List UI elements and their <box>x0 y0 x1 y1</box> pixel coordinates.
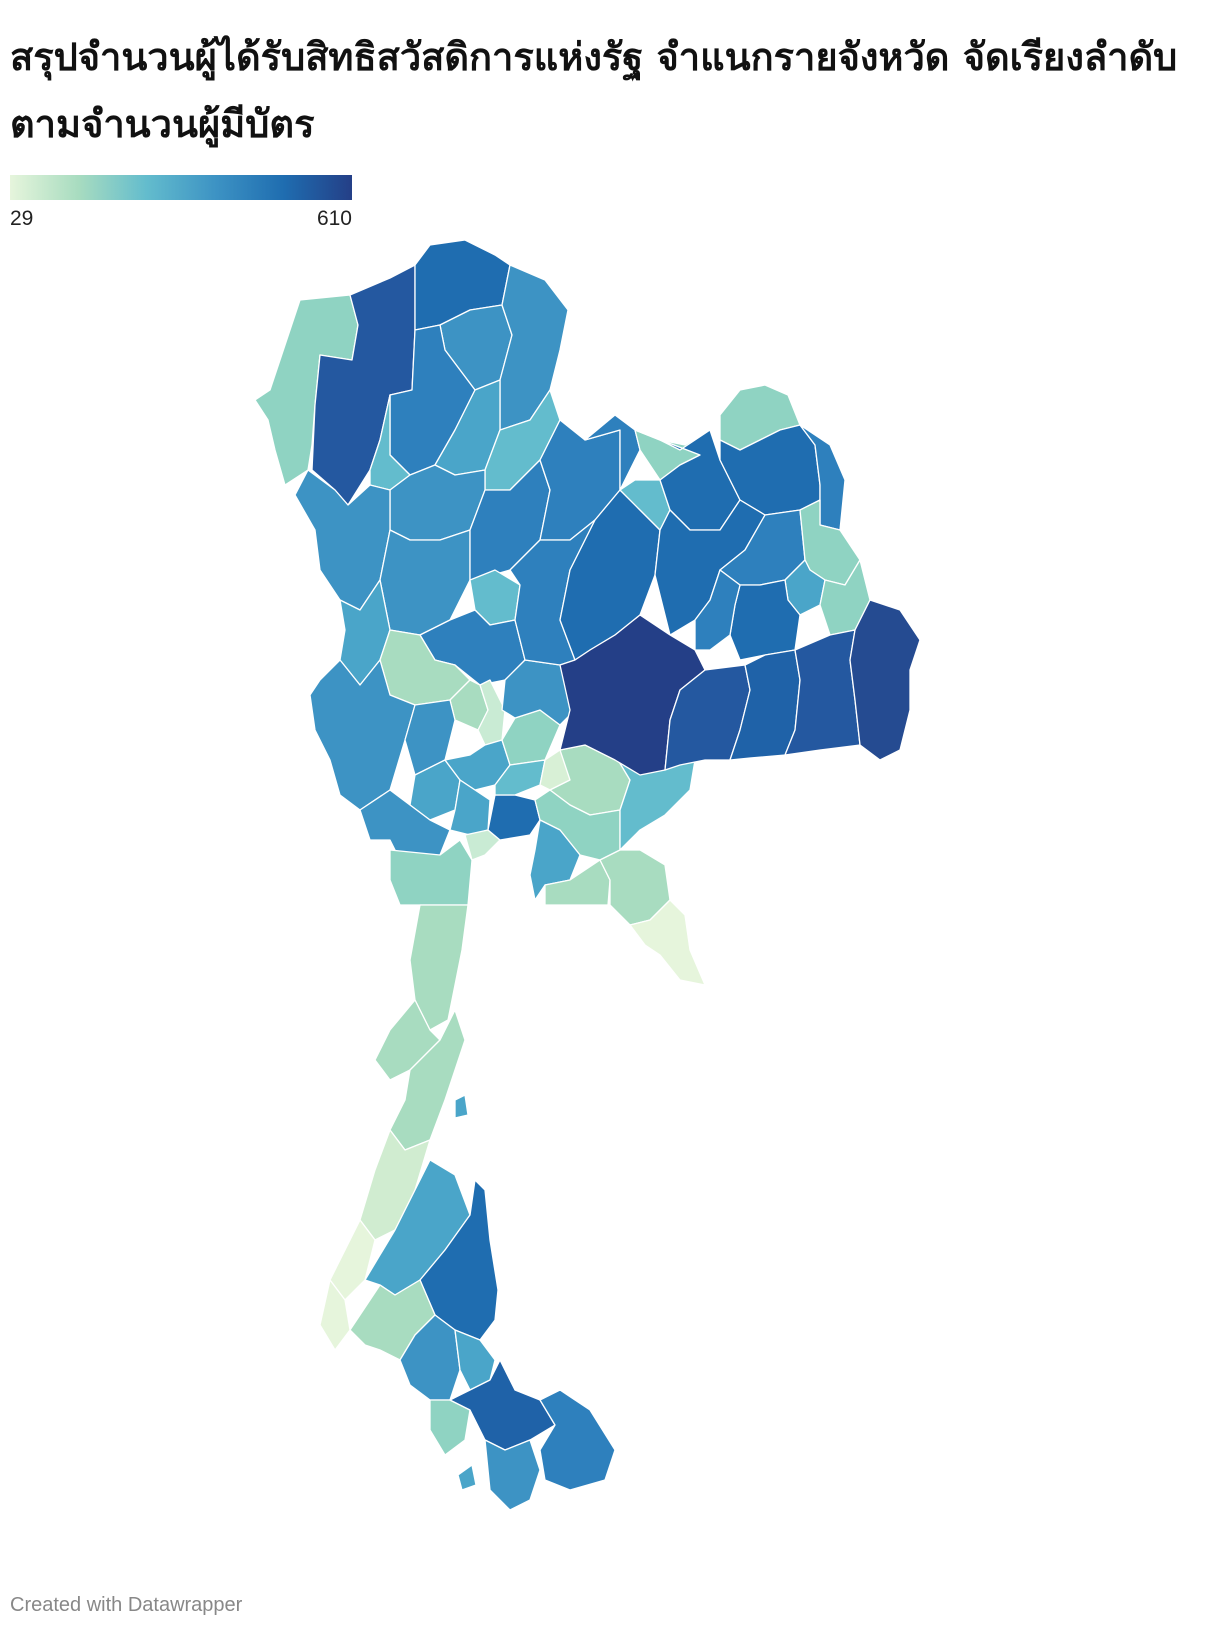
province-region[interactable] <box>309 659 416 811</box>
province-region[interactable] <box>544 859 611 906</box>
province-region[interactable] <box>457 1464 477 1491</box>
province-region[interactable] <box>319 1279 351 1351</box>
province-region[interactable] <box>487 794 541 841</box>
province-region[interactable] <box>499 264 569 431</box>
legend-gradient-bar <box>10 175 352 200</box>
province-region[interactable] <box>454 1094 469 1119</box>
footer-credit: Created with Datawrapper <box>10 1594 243 1616</box>
province-region[interactable] <box>449 779 491 836</box>
legend-max-label: 610 <box>316 207 352 230</box>
thailand-province-map <box>254 240 921 1511</box>
province-region[interactable] <box>694 569 741 651</box>
color-legend: 29 610 <box>10 175 352 235</box>
province-region[interactable] <box>359 789 451 861</box>
province-region[interactable] <box>539 1389 616 1491</box>
province-region[interactable] <box>464 829 501 861</box>
province-region[interactable] <box>629 899 706 986</box>
legend-min-label: 29 <box>10 207 34 230</box>
map-title: สรุปจำนวนผู้ได้รับสิทธิสวัสดิการแห่งรัฐ … <box>10 35 1178 146</box>
province-region[interactable] <box>484 1439 541 1511</box>
province-region[interactable] <box>409 904 469 1031</box>
province-region[interactable] <box>374 999 441 1081</box>
province-region[interactable] <box>429 1399 471 1456</box>
province-region[interactable] <box>389 1009 466 1151</box>
province-region[interactable] <box>849 599 921 761</box>
